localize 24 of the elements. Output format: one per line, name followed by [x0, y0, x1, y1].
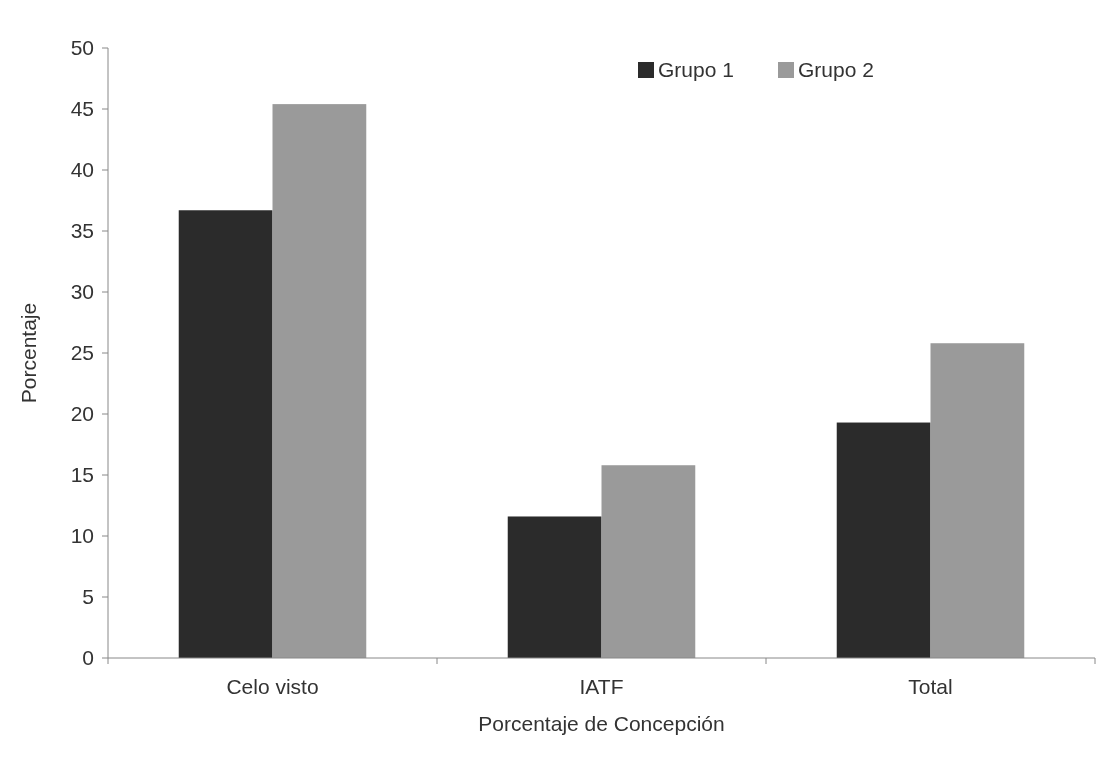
y-tick-label: 25 — [70, 341, 94, 365]
legend-label: Grupo 1 — [658, 58, 734, 82]
x-axis-title: Porcentaje de Concepción — [478, 712, 725, 735]
bar — [930, 343, 1025, 658]
y-tick-label: 30 — [70, 280, 94, 304]
bar — [836, 422, 931, 658]
y-axis-title: Porcentaje — [17, 302, 40, 404]
y-tick-label: 50 — [70, 36, 94, 60]
bar — [178, 210, 273, 658]
bar — [507, 516, 602, 658]
y-tick-label: 10 — [70, 524, 94, 548]
y-tick-label: 40 — [70, 158, 94, 182]
y-tick-label: 5 — [82, 585, 94, 609]
x-tick-label: Celo visto — [226, 675, 319, 698]
x-tick-label: Total — [908, 675, 953, 698]
y-tick-label: 0 — [82, 646, 94, 670]
y-tick-label: 20 — [70, 402, 94, 426]
legend-label: Grupo 2 — [798, 58, 874, 82]
x-tick-label: IATF — [579, 675, 624, 698]
y-tick-label: 15 — [70, 463, 94, 487]
y-tick-label: 45 — [70, 97, 94, 121]
y-tick-label: 35 — [70, 219, 94, 243]
bar — [601, 465, 696, 658]
bar — [272, 104, 367, 658]
